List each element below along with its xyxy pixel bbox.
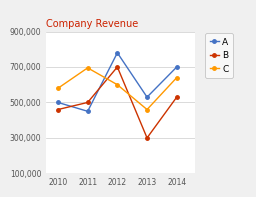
B: [175, 96, 178, 98]
Line: A: A: [56, 51, 178, 113]
Line: C: C: [56, 66, 178, 111]
B: [145, 137, 148, 139]
Text: Company Revenue: Company Revenue: [46, 19, 138, 29]
C: [145, 108, 148, 111]
B: [56, 108, 59, 111]
B: [116, 66, 119, 68]
A: [145, 96, 148, 98]
C: [56, 87, 59, 89]
B: [86, 101, 89, 104]
A: [116, 52, 119, 54]
Legend: A, B, C: A, B, C: [205, 33, 233, 78]
Line: B: B: [56, 65, 178, 140]
A: [86, 110, 89, 112]
C: [116, 84, 119, 86]
A: [175, 66, 178, 68]
A: [56, 101, 59, 104]
C: [86, 67, 89, 69]
C: [175, 76, 178, 79]
